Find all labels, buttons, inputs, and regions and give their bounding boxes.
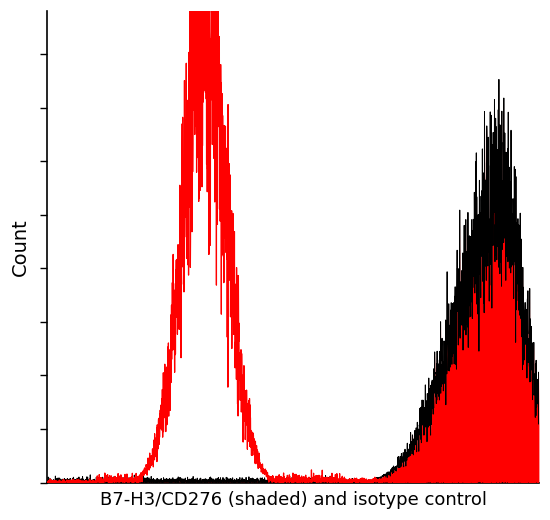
X-axis label: B7-H3/CD276 (shaded) and isotype control: B7-H3/CD276 (shaded) and isotype control [100,491,487,509]
Y-axis label: Count: Count [11,218,30,276]
